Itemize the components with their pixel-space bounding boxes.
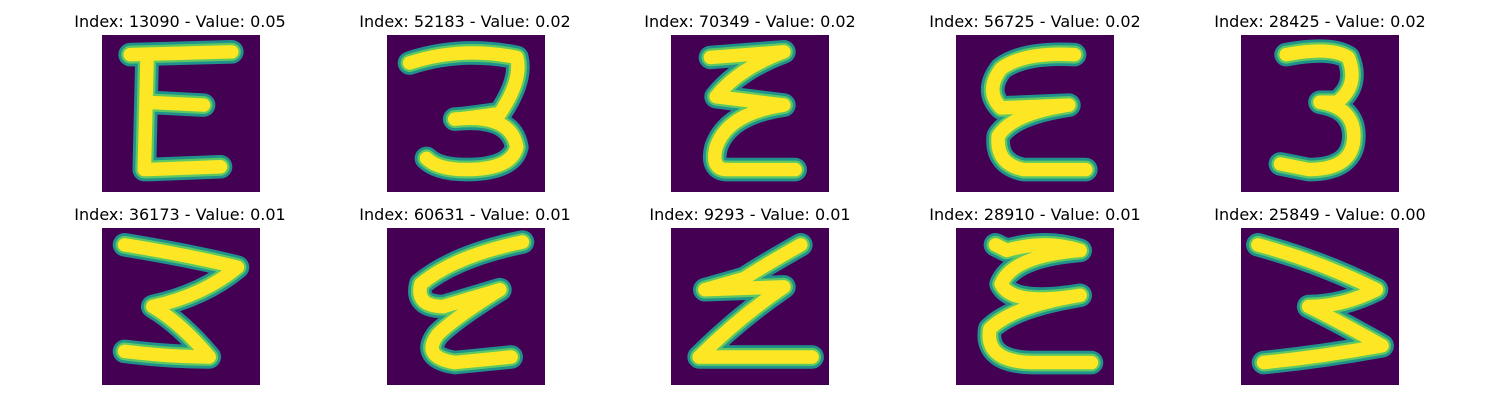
sample-title: Index: 25849 - Value: 0.00 <box>1170 205 1470 224</box>
digit-image <box>102 35 260 192</box>
digit-image <box>1241 35 1399 192</box>
sample-title: Index: 9293 - Value: 0.01 <box>600 205 900 224</box>
digit-image <box>102 228 260 385</box>
sample-title: Index: 60631 - Value: 0.01 <box>315 205 615 224</box>
digit-image <box>387 228 545 385</box>
sample-title: Index: 36173 - Value: 0.01 <box>30 205 330 224</box>
sample-title: Index: 28425 - Value: 0.02 <box>1170 12 1470 31</box>
sample-cell-7: Index: 60631 - Value: 0.01 <box>315 193 615 383</box>
digit-image <box>387 35 545 192</box>
digit-image <box>671 228 829 385</box>
sample-cell-10: Index: 25849 - Value: 0.00 <box>1170 193 1470 383</box>
sample-title: Index: 52183 - Value: 0.02 <box>315 12 615 31</box>
sample-title: Index: 13090 - Value: 0.05 <box>30 12 330 31</box>
digit-image <box>1241 228 1399 385</box>
digit-image <box>956 228 1114 385</box>
sample-cell-6: Index: 36173 - Value: 0.01 <box>30 193 330 383</box>
sample-title: Index: 28910 - Value: 0.01 <box>885 205 1185 224</box>
sample-title: Index: 70349 - Value: 0.02 <box>600 12 900 31</box>
sample-cell-2: Index: 52183 - Value: 0.02 <box>315 0 615 190</box>
sample-cell-4: Index: 56725 - Value: 0.02 <box>885 0 1185 190</box>
sample-cell-1: Index: 13090 - Value: 0.05 <box>30 0 330 190</box>
sample-cell-8: Index: 9293 - Value: 0.01 <box>600 193 900 383</box>
sample-cell-9: Index: 28910 - Value: 0.01 <box>885 193 1185 383</box>
sample-cell-3: Index: 70349 - Value: 0.02 <box>600 0 900 190</box>
sample-title: Index: 56725 - Value: 0.02 <box>885 12 1185 31</box>
digit-image <box>671 35 829 192</box>
digit-image <box>956 35 1114 192</box>
sample-cell-5: Index: 28425 - Value: 0.02 <box>1170 0 1470 190</box>
